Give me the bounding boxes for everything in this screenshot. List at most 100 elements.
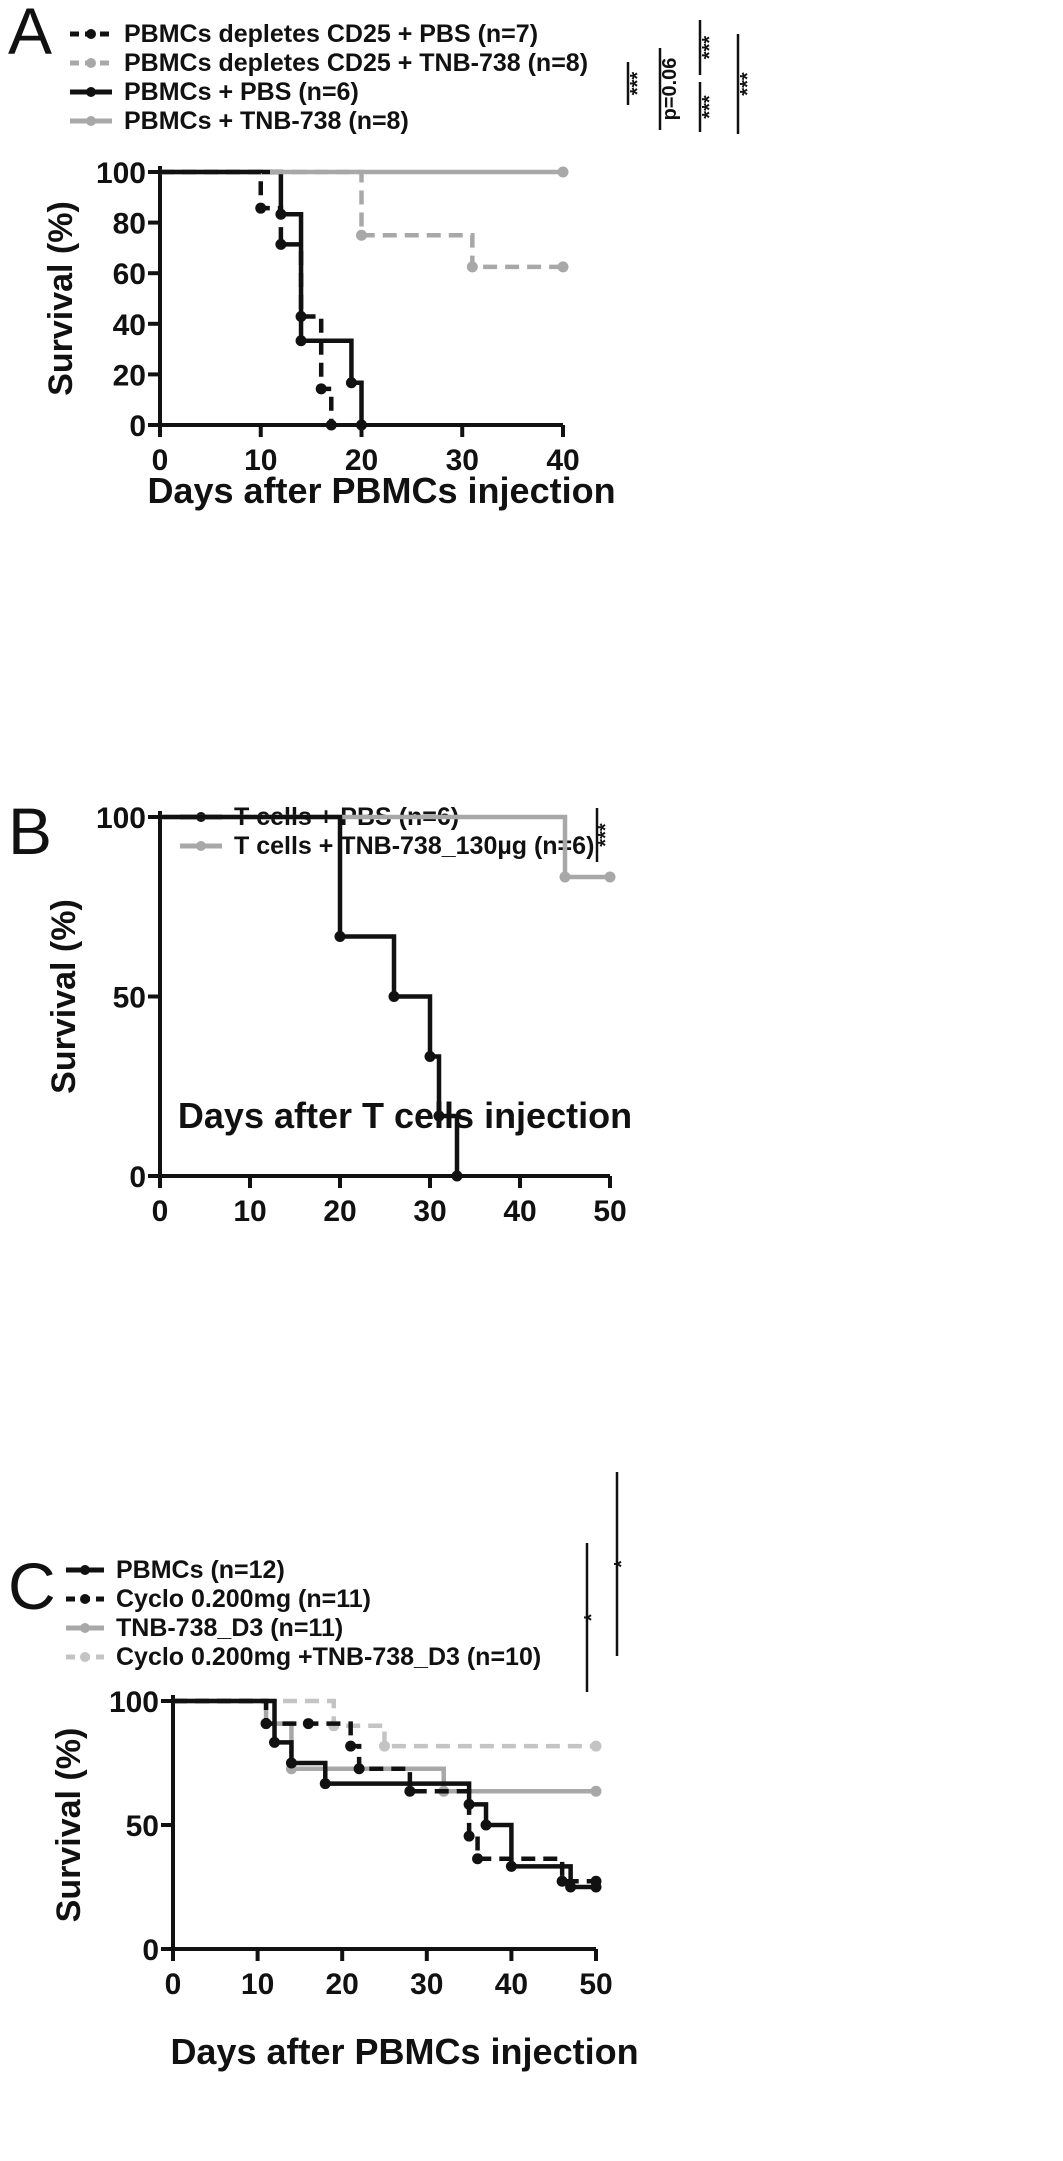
- series-1-point-3: [345, 1740, 357, 1752]
- x-tick-label-5: 50: [579, 1968, 612, 2001]
- series-0-point-4: [433, 1110, 445, 1122]
- series-line-1: [160, 814, 610, 880]
- y-tick-label-1: 20: [113, 359, 146, 392]
- significance-label-3: ***: [699, 95, 721, 119]
- series-line-1: [173, 1698, 596, 1884]
- series-1-point-3: [557, 261, 569, 273]
- y-axis-title: Survival (%): [45, 899, 83, 1094]
- legend-marker-3: [80, 1652, 90, 1662]
- x-tick-label-5: 50: [593, 1195, 626, 1228]
- legend-marker-2: [86, 87, 96, 97]
- series-2-point-4: [356, 419, 367, 431]
- legend-entry-2: TNB-738_D3 (n=11): [116, 1614, 343, 1642]
- series-1-point-2: [604, 871, 616, 883]
- series-0-point-1: [269, 1736, 281, 1748]
- panel-a: A PBMCs depletes CD25 + PBS (n=7) PBMCs de…: [0, 0, 1063, 700]
- x-tick-label-1: 10: [244, 444, 277, 477]
- chart-group: C PBMCs (n=12)Cyclo 0.200mg (n=11)TNB-738…: [8, 1472, 639, 2072]
- series-3-point-1: [557, 166, 569, 178]
- series-0-point-4: [463, 1798, 475, 1810]
- x-tick-label-3: 30: [446, 444, 479, 477]
- y-tick-label-2: 100: [109, 1686, 159, 1719]
- series-line-3: [173, 1698, 596, 1749]
- y-tick-label-0: 0: [129, 1161, 146, 1194]
- series-0-point-7: [565, 1881, 577, 1893]
- series-1-point-7: [472, 1853, 484, 1865]
- series-0-point-2: [388, 991, 400, 1002]
- series-1-point-5: [404, 1785, 416, 1797]
- legend-marker-1: [80, 1594, 90, 1604]
- series-0-point-8: [590, 1881, 602, 1893]
- series-1-point-2: [466, 261, 478, 273]
- series-0-point-5: [451, 1170, 463, 1182]
- significance-label-2: ***: [699, 36, 721, 60]
- legend-entry-3: Cyclo 0.200mg +TNB-738_D3 (n=10): [116, 1643, 541, 1671]
- series-2-point-2: [295, 335, 307, 347]
- series-0-point-2: [285, 1757, 297, 1769]
- series-line-1: [160, 169, 563, 270]
- x-tick-label-4: 40: [503, 1195, 536, 1228]
- series-0-point-2: [275, 238, 287, 250]
- series-line-0: [160, 814, 460, 1176]
- legend-marker-1: [86, 58, 96, 68]
- significance-label-0: *: [581, 1613, 603, 1621]
- y-tick-label-1: 50: [113, 982, 146, 1015]
- legend-marker-3: [86, 116, 96, 126]
- y-tick-label-0: 0: [142, 1934, 159, 1967]
- series-line-0: [160, 169, 334, 425]
- legend-entry-2: PBMCs + PBS (n=6): [124, 78, 359, 106]
- legend-marker-0: [80, 1565, 90, 1575]
- series-3-point-2: [379, 1740, 390, 1752]
- legend-marker-2: [80, 1623, 90, 1633]
- y-tick-label-4: 80: [113, 208, 146, 241]
- legend-entry-1: PBMCs depletes CD25 + TNB-738 (n=8): [124, 49, 588, 77]
- series-1-point-8: [556, 1875, 568, 1887]
- panel-c: C PBMCs (n=12) Cyclo 0.200mg (n=11) TNB-738…: [0, 1400, 1063, 2161]
- series-0-point-4: [315, 383, 327, 395]
- series-2-point-4: [590, 1785, 602, 1797]
- y-tick-label-2: 100: [96, 802, 146, 835]
- series-0-point-6: [505, 1860, 517, 1872]
- significance-label-1: *: [611, 1560, 633, 1568]
- y-tick-label-2: 40: [113, 309, 146, 342]
- x-tick-label-0: 0: [165, 1968, 182, 2001]
- survival-chart-a: A PBMCs depletes CD25 + PBS (n=7)PBMCs de…: [8, 0, 759, 511]
- x-tick-label-2: 20: [345, 444, 378, 477]
- series-0-point-1: [334, 931, 346, 943]
- legend-marker-0: [86, 29, 96, 39]
- series-1-point-1: [260, 1718, 272, 1730]
- chart-group: A PBMCs depletes CD25 + PBS (n=7)PBMCs de…: [8, 0, 759, 511]
- y-tick-label-1: 50: [126, 1810, 159, 1843]
- x-axis-title: Days after PBMCs injection: [170, 2031, 638, 2072]
- series-1-point-4: [353, 1763, 365, 1775]
- panel-label: C: [8, 1549, 56, 1623]
- series-1-point-6: [463, 1830, 475, 1842]
- legend-entry-1: Cyclo 0.200mg (n=11): [116, 1585, 371, 1613]
- panel-label: B: [8, 794, 52, 868]
- series-1-point-2: [302, 1718, 314, 1730]
- series-1-point-1: [559, 871, 571, 883]
- panel-label: A: [8, 0, 52, 68]
- legend-entry-0: PBMCs (n=12): [116, 1556, 285, 1584]
- series-0-point-3: [295, 310, 307, 322]
- series-0-point-3: [424, 1050, 436, 1062]
- x-axis-title: Days after T cells injection: [178, 1095, 632, 1136]
- x-tick-label-4: 40: [495, 1968, 528, 2001]
- x-tick-label-3: 30: [413, 1195, 446, 1228]
- x-tick-label-1: 10: [241, 1968, 274, 2001]
- series-0-point-1: [255, 202, 267, 214]
- y-tick-label-3: 60: [113, 258, 146, 291]
- survival-chart-c: C PBMCs (n=12)Cyclo 0.200mg (n=11)TNB-738…: [8, 1472, 639, 2072]
- x-tick-label-0: 0: [152, 1195, 169, 1228]
- legend-entry-3: PBMCs + TNB-738 (n=8): [124, 107, 409, 135]
- x-axis-title: Days after PBMCs injection: [147, 470, 615, 511]
- legend-entry-1: T cells + TNB-738_130µg (n=6): [234, 832, 594, 860]
- series-3-point-3: [590, 1740, 602, 1752]
- series-0-point-5: [480, 1819, 492, 1831]
- series-line-0: [173, 1698, 596, 1890]
- x-tick-label-0: 0: [152, 444, 169, 477]
- y-axis-title: Survival (%): [50, 1728, 88, 1923]
- legend-marker-1: [196, 841, 206, 851]
